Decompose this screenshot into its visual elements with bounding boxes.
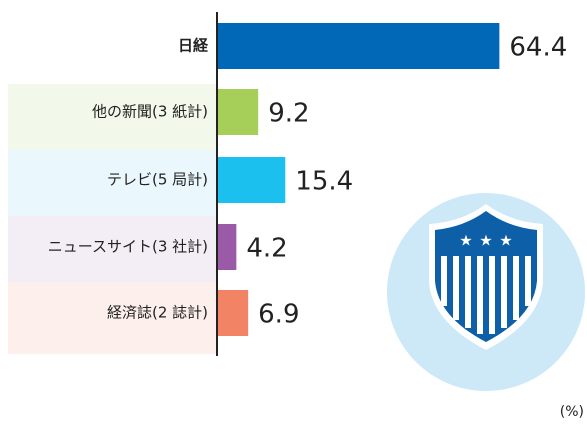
unit-label: (%) [560,404,584,420]
stripes [441,256,531,334]
value-label: 64.4 [509,33,567,63]
bar [218,157,286,203]
svg-text:★: ★ [459,232,472,250]
bar [218,23,500,69]
category-label: テレビ(5 局計) [107,171,208,189]
bar [218,89,259,135]
row-bg [8,150,216,216]
category-label: 日経 [178,37,209,55]
value-label: 6.9 [258,300,299,330]
value-label: 9.2 [268,99,309,129]
value-label: 4.2 [246,234,287,264]
bar [218,224,237,270]
row-bg [8,216,216,282]
illustration: ★ ★ ★ [387,193,585,391]
row-backgrounds [8,84,216,354]
stars: ★ ★ ★ [459,232,512,250]
value-label: 15.4 [295,167,353,197]
svg-text:★: ★ [479,232,492,250]
category-label: 経済誌(2 誌計) [107,304,208,322]
row-bg [8,84,216,150]
bar [218,290,249,336]
svg-text:★: ★ [499,232,512,250]
row-bg [8,282,216,354]
shield [435,211,537,342]
category-label: ニュースサイト(3 社計) [48,238,208,256]
category-label: 他の新聞(3 紙計) [92,103,208,121]
